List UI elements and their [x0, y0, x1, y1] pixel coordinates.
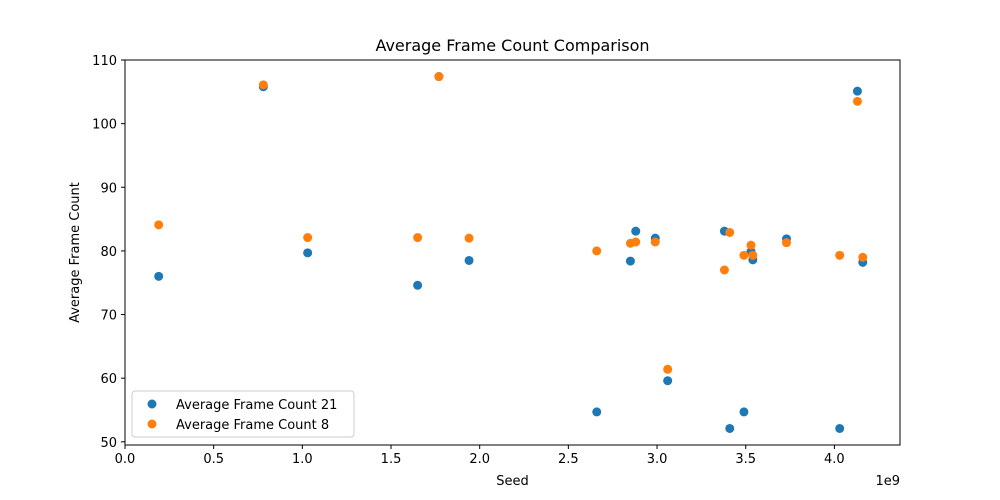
data-point	[154, 220, 164, 230]
data-points	[154, 72, 868, 433]
x-tick-label: 2.5	[558, 452, 579, 467]
data-point	[464, 233, 474, 243]
data-point	[663, 364, 673, 374]
data-point	[413, 280, 423, 290]
data-point	[625, 256, 635, 266]
x-tick-label: 2.0	[469, 452, 490, 467]
legend-label: Average Frame Count 8	[176, 418, 329, 433]
y-tick-label: 50	[100, 436, 117, 451]
data-point	[748, 250, 758, 260]
data-point	[835, 423, 845, 433]
chart-title: Average Frame Count Comparison	[375, 36, 649, 55]
data-point	[592, 407, 602, 417]
data-point	[631, 226, 641, 236]
data-point	[725, 423, 735, 433]
data-point	[434, 72, 444, 82]
data-point	[592, 246, 602, 256]
data-point	[303, 248, 313, 258]
x-axis-offset-label: 1e9	[875, 474, 900, 489]
legend-label: Average Frame Count 21	[176, 398, 337, 413]
legend: Average Frame Count 21 Average Frame Coun…	[131, 390, 355, 438]
data-point	[303, 233, 313, 243]
y-tick-label: 80	[100, 245, 117, 260]
x-axis-title: Seed	[496, 474, 529, 489]
y-axis-title: Average Frame Count	[68, 182, 83, 323]
x-tick-label: 3.0	[647, 452, 668, 467]
data-point	[663, 376, 673, 386]
y-tick-label: 60	[100, 372, 117, 387]
data-point	[650, 237, 660, 247]
data-point	[725, 227, 735, 237]
x-tick-label: 3.5	[735, 452, 756, 467]
y-tick-label: 100	[92, 118, 117, 133]
axis-ticks: 0.0 0.5 1.0 1.5 2.0 2.5 3.0 3.5 4.0 50 60 70 80 90 100…	[92, 54, 845, 467]
data-point	[746, 240, 756, 250]
x-tick-label: 0.0	[115, 452, 136, 467]
data-point	[858, 252, 868, 262]
data-point	[464, 255, 474, 265]
data-point	[852, 96, 862, 106]
legend-frame	[131, 390, 355, 438]
legend-marker	[147, 399, 157, 409]
x-tick-label: 1.0	[292, 452, 313, 467]
data-point	[631, 237, 641, 247]
plot-frame	[124, 59, 901, 446]
data-point	[739, 407, 749, 417]
data-point	[852, 86, 862, 96]
data-point	[781, 238, 791, 248]
x-tick-label: 4.0	[824, 452, 845, 467]
y-tick-label: 90	[100, 181, 117, 196]
y-tick-label: 70	[100, 309, 117, 324]
data-point	[739, 250, 749, 260]
series-2	[154, 72, 868, 374]
data-point	[154, 271, 164, 281]
data-point	[258, 80, 268, 90]
x-tick-label: 1.5	[381, 452, 402, 467]
data-point	[835, 250, 845, 260]
data-point	[413, 233, 423, 243]
data-point	[719, 265, 729, 275]
legend-marker	[147, 419, 157, 429]
y-tick-label: 110	[92, 54, 117, 69]
x-tick-label: 0.5	[203, 452, 224, 467]
